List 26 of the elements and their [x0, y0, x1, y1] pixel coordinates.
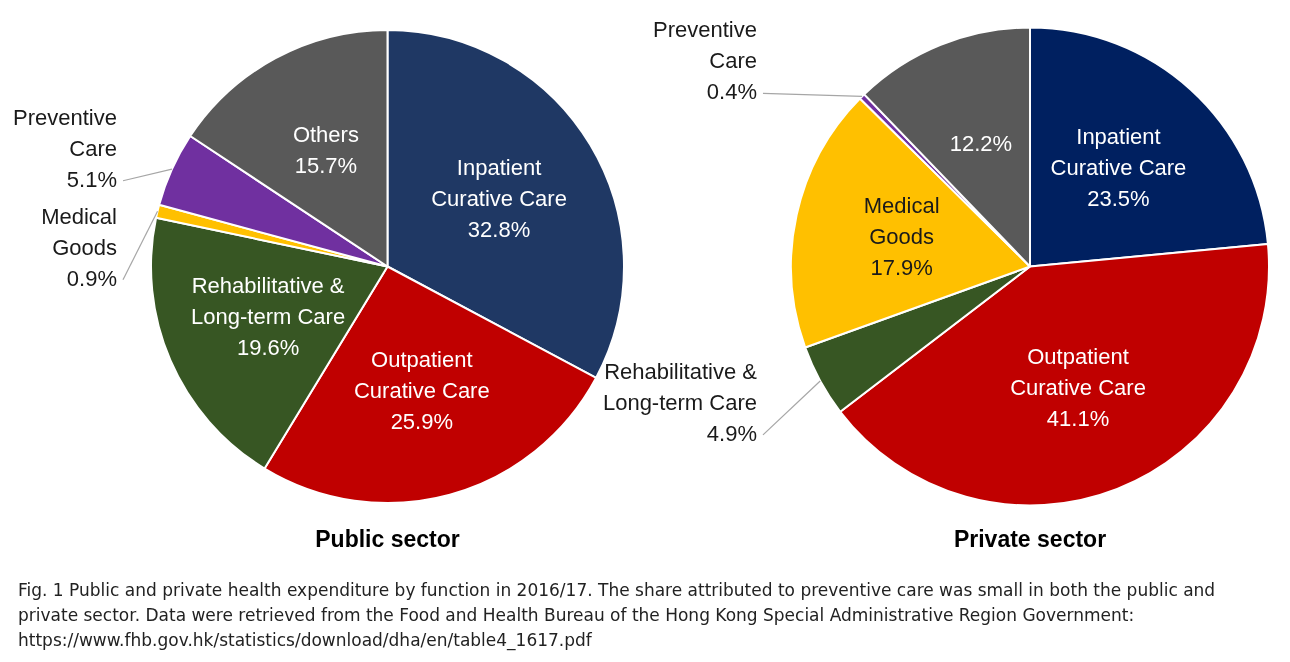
data-label: 17.9%: [870, 255, 933, 281]
slice-label: Outpatient Curative Care: [1010, 343, 1146, 400]
text: Private sector: [953, 526, 1107, 553]
slice-label: Preventive Care: [653, 17, 757, 74]
data-label: 23.5%: [1087, 186, 1150, 212]
slice-label: Medical Goods: [863, 193, 940, 250]
data-label: 5.1%: [66, 166, 117, 192]
text: Public sector: [315, 526, 460, 553]
slice-label: Inpatient Curative Care: [1050, 124, 1187, 181]
data-label: 32.8%: [467, 216, 531, 242]
data-label: 0.4%: [706, 79, 757, 105]
data-label: 12.2%: [949, 130, 1013, 156]
slice-label: Rehabilitative & Long-term Care: [191, 273, 346, 330]
data-label: 15.7%: [294, 153, 358, 179]
slice-label: Outpatient Curative Care: [353, 347, 490, 404]
data-label: 19.6%: [236, 335, 300, 361]
data-label: 41.1%: [1046, 405, 1110, 431]
slice-label: Preventive Care: [13, 104, 117, 161]
slice-label: Medical Goods: [41, 203, 117, 260]
data-label: 0.9%: [66, 265, 117, 291]
data-label: 4.9%: [706, 420, 757, 446]
slice-label: Others: [292, 122, 359, 148]
slice-label: Inpatient Curative Care: [431, 154, 567, 211]
caption: Fig. 1 Public and private health expenditure by function in 2016/17. The share attributed to preventive care was small in both the public and private sector. Data were retrieved from the Food and Health Bureau of the Hong Kong Special Administrative Region Government: https://www.fhb.gov.hk/statistics/download/dha/en/table4_1617.pdf: [18, 579, 1217, 653]
data-label: 25.9%: [390, 409, 454, 435]
slice-label: Rehabilitative & Long-term Care: [602, 358, 758, 415]
